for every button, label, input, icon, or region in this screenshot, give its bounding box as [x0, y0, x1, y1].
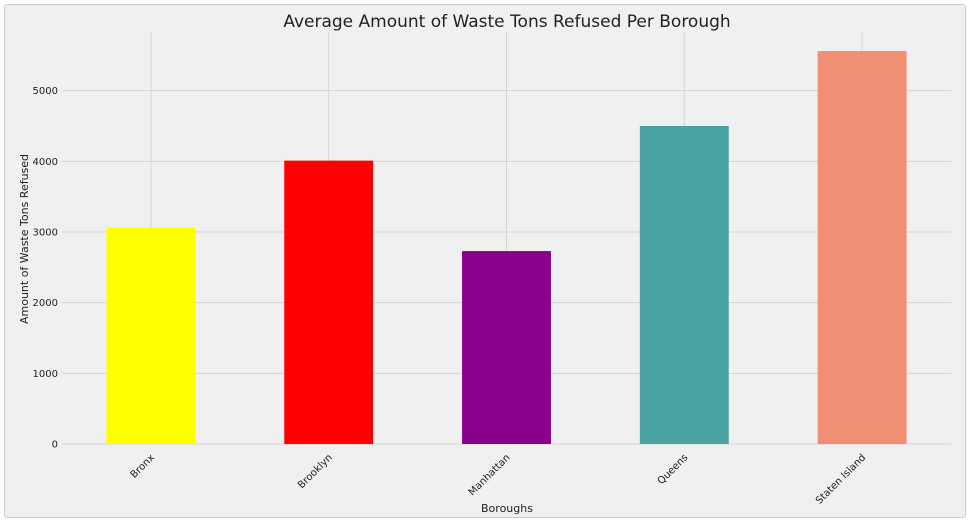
y-tick-label: 2000 — [33, 298, 58, 309]
x-axis-label: Boroughs — [481, 502, 533, 515]
y-tick-label: 3000 — [33, 227, 58, 238]
y-tick-label: 1000 — [33, 369, 58, 380]
bar-bronx — [106, 228, 195, 444]
x-tick-label: Queens — [656, 452, 691, 487]
bar-staten-island — [818, 51, 907, 444]
y-tick-labels: 0 1000 2000 3000 4000 5000 — [33, 86, 58, 450]
y-tick-label: 4000 — [33, 157, 58, 168]
bar-brooklyn — [284, 161, 373, 444]
x-tick-label: Bronx — [129, 452, 157, 480]
x-tick-label: Staten Island — [814, 452, 868, 506]
y-tick-label: 0 — [52, 440, 58, 451]
x-tick-label: Brooklyn — [296, 452, 335, 491]
chart-title: Average Amount of Waste Tons Refused Per… — [283, 12, 730, 32]
x-tick-labels: Bronx Brooklyn Manhattan Queens Staten Islan… — [129, 452, 869, 506]
bar-queens — [640, 126, 729, 444]
bar-manhattan — [462, 251, 551, 444]
y-axis-label: Amount of Waste Tons Refused — [18, 154, 31, 324]
y-tick-label: 5000 — [33, 86, 58, 97]
x-tick-label: Manhattan — [467, 452, 513, 498]
